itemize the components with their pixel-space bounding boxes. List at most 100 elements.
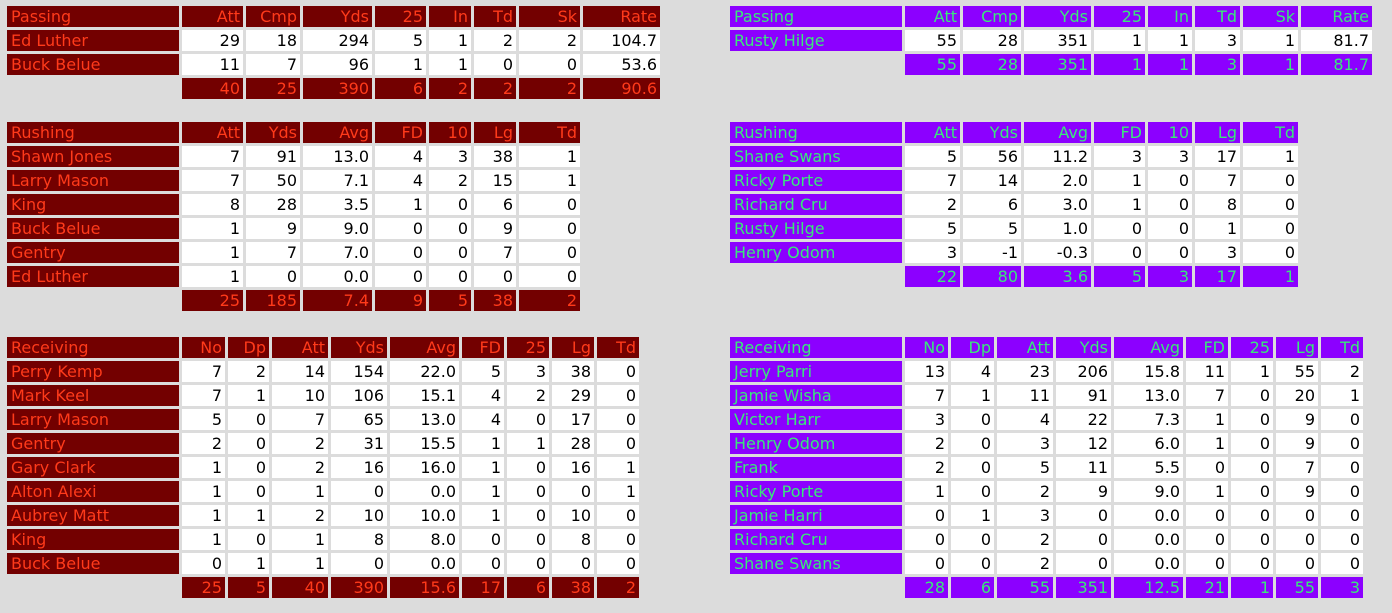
stat-cell: 4 xyxy=(951,361,994,382)
table-row: Gentry 1 7 7.0 0 0 7 0 xyxy=(7,242,580,263)
stat-cell: 1 xyxy=(182,242,243,263)
stat-cell: 7 xyxy=(272,409,328,430)
stat-cell: 0 xyxy=(228,409,269,430)
player-name: Henry Odom xyxy=(730,433,902,454)
stat-cell: 10 xyxy=(331,505,387,526)
stat-cell: 0.0 xyxy=(1114,505,1183,526)
home-passing-header-row: Passing Att Cmp Yds 25 In Td Sk Rate xyxy=(7,6,660,27)
stat-cell: 1 xyxy=(182,218,243,239)
player-name: Ricky Porte xyxy=(730,481,902,502)
stat-cell: 20 xyxy=(1276,385,1318,406)
stat-cell: 0 xyxy=(462,553,504,574)
stat-cell: 0 xyxy=(519,218,580,239)
total-cell: 55 xyxy=(1276,577,1318,598)
total-cell: 3 xyxy=(1195,54,1240,75)
stat-cell: 91 xyxy=(246,146,300,167)
column-header: No xyxy=(182,337,225,358)
table-row: Richard Cru 0 0 2 0 0.0 0 0 0 0 xyxy=(730,529,1363,550)
stat-cell: 0 xyxy=(1231,385,1273,406)
stat-cell: 0 xyxy=(1276,529,1318,550)
stat-cell: 16.0 xyxy=(390,457,459,478)
stat-cell: 2 xyxy=(519,30,580,51)
total-cell: 80 xyxy=(963,266,1021,287)
stat-cell: 9 xyxy=(1276,409,1318,430)
stat-cell: 1 xyxy=(1243,30,1298,51)
table-row: Mark Keel 7 1 10 106 15.1 4 2 29 0 xyxy=(7,385,639,406)
away-rushing-header-row: Rushing Att Yds Avg FD 10 Lg Td xyxy=(730,122,1298,143)
stat-cell: 0 xyxy=(182,553,225,574)
total-cell: 40 xyxy=(182,78,243,99)
stat-cell: 5 xyxy=(997,457,1053,478)
stat-cell: 0 xyxy=(507,505,549,526)
stat-cell: 0 xyxy=(228,481,269,502)
stat-cell: 0.0 xyxy=(390,553,459,574)
stat-cell: 1 xyxy=(462,457,504,478)
stat-cell: 9.0 xyxy=(1114,481,1183,502)
total-cell: 390 xyxy=(303,78,372,99)
stat-cell: 1 xyxy=(182,266,243,287)
total-cell: 17 xyxy=(462,577,504,598)
column-header: Rate xyxy=(1301,6,1372,27)
stat-cell: 2 xyxy=(272,457,328,478)
stat-cell: 1 xyxy=(951,385,994,406)
stat-cell: 38 xyxy=(474,146,516,167)
totals-spacer xyxy=(7,290,179,311)
stat-cell: 1 xyxy=(1186,409,1228,430)
stat-cell: 6.0 xyxy=(1114,433,1183,454)
stat-cell: 0 xyxy=(331,553,387,574)
column-header: FD xyxy=(1186,337,1228,358)
column-header: Dp xyxy=(951,337,994,358)
table-row: Shawn Jones 7 91 13.0 4 3 38 1 xyxy=(7,146,580,167)
table-row: Larry Mason 5 0 7 65 13.0 4 0 17 0 xyxy=(7,409,639,430)
stat-cell: 0 xyxy=(1094,218,1145,239)
stat-cell: 1 xyxy=(228,553,269,574)
stat-cell: 28 xyxy=(246,194,300,215)
stat-cell: -1 xyxy=(963,242,1021,263)
stat-cell: 2 xyxy=(272,433,328,454)
home-receiving-header-row: Receiving No Dp Att Yds Avg FD 25 Lg Td xyxy=(7,337,639,358)
total-cell: 5 xyxy=(429,290,471,311)
table-row: Gary Clark 1 0 2 16 16.0 1 0 16 1 xyxy=(7,457,639,478)
column-header: 25 xyxy=(507,337,549,358)
totals-spacer xyxy=(730,266,902,287)
stat-cell: -0.3 xyxy=(1024,242,1091,263)
home-receiving-totals-row: 25 5 40 390 15.6 17 6 38 2 xyxy=(7,577,639,598)
stat-cell: 5 xyxy=(182,409,225,430)
total-cell: 1 xyxy=(1231,577,1273,598)
stat-cell: 0 xyxy=(519,194,580,215)
table-row: Rusty Hilge 55 28 351 1 1 3 1 81.7 xyxy=(730,30,1372,51)
stat-cell: 13 xyxy=(905,361,948,382)
player-name: Jamie Wisha xyxy=(730,385,902,406)
player-name: Shane Swans xyxy=(730,146,902,167)
stat-cell: 50 xyxy=(246,170,300,191)
stat-cell: 0 xyxy=(429,218,471,239)
stat-cell: 0 xyxy=(375,242,426,263)
stat-cell: 0 xyxy=(1276,553,1318,574)
column-header: Avg xyxy=(1114,337,1183,358)
away-rushing-title: Rushing xyxy=(730,122,902,143)
player-name: Ricky Porte xyxy=(730,170,902,191)
totals-spacer xyxy=(730,54,902,75)
player-name: Buck Belue xyxy=(7,54,179,75)
stat-cell: 4 xyxy=(997,409,1053,430)
column-header: Rate xyxy=(583,6,660,27)
player-name: Aubrey Matt xyxy=(7,505,179,526)
stat-cell: 1 xyxy=(951,505,994,526)
stat-cell: 18 xyxy=(246,30,300,51)
total-cell: 7.4 xyxy=(303,290,372,311)
stat-cell: 7 xyxy=(246,54,300,75)
total-cell: 28 xyxy=(905,577,948,598)
table-row: Larry Mason 7 50 7.1 4 2 15 1 xyxy=(7,170,580,191)
totals-spacer xyxy=(730,577,902,598)
stat-cell: 5 xyxy=(375,30,426,51)
stat-cell: 0.0 xyxy=(1114,529,1183,550)
stat-cell: 10 xyxy=(272,385,328,406)
stat-cell: 0 xyxy=(597,529,639,550)
stat-cell: 9 xyxy=(1056,481,1111,502)
stat-cell: 1 xyxy=(182,481,225,502)
table-row: Shane Swans 0 0 2 0 0.0 0 0 0 0 xyxy=(730,553,1363,574)
stat-cell: 53.6 xyxy=(583,54,660,75)
table-row: Alton Alexi 1 0 1 0 0.0 1 0 0 1 xyxy=(7,481,639,502)
away-receiving-table: Receiving No Dp Att Yds Avg FD 25 Lg Td Jerry Parr… xyxy=(727,334,1366,601)
stat-cell: 351 xyxy=(1024,30,1091,51)
